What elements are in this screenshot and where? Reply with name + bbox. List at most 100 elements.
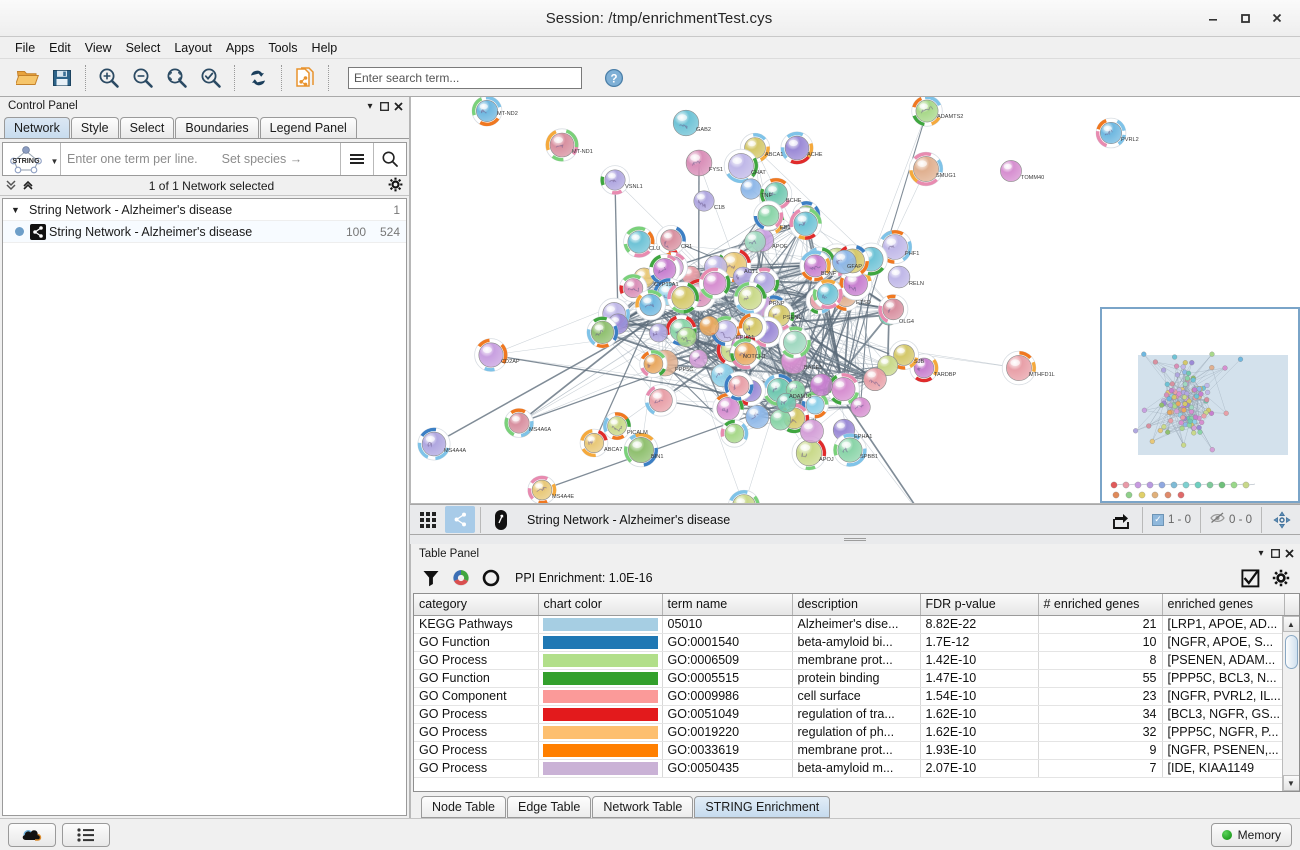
network-node[interactable] (740, 178, 762, 200)
network-node[interactable] (729, 337, 762, 370)
network-node[interactable] (676, 327, 697, 348)
network-node[interactable] (769, 409, 792, 431)
filter-funnel-icon[interactable] (417, 565, 444, 591)
string-options-menu-icon[interactable] (340, 143, 373, 175)
network-node[interactable] (504, 408, 534, 438)
collapse-all-icon[interactable] (4, 177, 18, 194)
network-node[interactable] (720, 419, 749, 448)
panel-resize-handle[interactable] (410, 535, 1300, 544)
network-node[interactable] (619, 273, 648, 303)
network-node[interactable] (685, 149, 713, 177)
network-node[interactable] (780, 131, 814, 165)
network-node[interactable] (723, 148, 759, 184)
network-node[interactable] (878, 294, 909, 325)
zoom-out-icon[interactable] (127, 63, 159, 93)
menu-tools[interactable]: Tools (268, 40, 298, 55)
string-search-icon[interactable] (373, 143, 406, 175)
zoom-fit-network-icon[interactable] (161, 63, 193, 93)
network-node[interactable] (688, 349, 708, 369)
network-node[interactable] (471, 97, 503, 127)
table-row[interactable]: KEGG Pathways 05010 Alzheimer's dise... 8.8… (414, 615, 1299, 634)
col-enriched-gene-count[interactable]: # enriched genes (1038, 594, 1163, 616)
network-node[interactable] (1001, 350, 1037, 386)
network-node[interactable] (672, 109, 700, 137)
table-row[interactable]: GO Process GO:0019220 regulation of ph... 1… (414, 723, 1299, 742)
table-row[interactable]: GO Process GO:0006509 membrane prot... 1.42… (414, 651, 1299, 670)
network-node[interactable] (635, 289, 666, 321)
menu-file[interactable]: File (15, 40, 36, 55)
network-node[interactable] (791, 435, 827, 471)
zoom-fit-selected-icon[interactable] (195, 63, 227, 93)
network-node[interactable] (744, 230, 766, 253)
menu-layout[interactable]: Layout (174, 40, 212, 55)
col-chart-color[interactable]: chart color (538, 594, 663, 616)
network-node[interactable] (639, 349, 668, 378)
memory-status-button[interactable]: Memory (1210, 822, 1292, 847)
chart-colors-icon[interactable] (447, 565, 474, 591)
network-node[interactable] (738, 312, 768, 342)
close-icon[interactable] (1262, 5, 1292, 31)
zoom-in-icon[interactable] (93, 63, 125, 93)
scroll-down-arrow-icon[interactable]: ▼ (1282, 775, 1299, 791)
network-node[interactable] (1000, 160, 1022, 182)
network-node[interactable] (887, 265, 911, 289)
network-node[interactable] (600, 165, 630, 195)
network-node[interactable] (545, 128, 579, 162)
network-node[interactable] (833, 433, 867, 467)
network-node[interactable] (832, 249, 857, 275)
export-view-icon[interactable] (1107, 506, 1137, 533)
network-node[interactable] (809, 373, 833, 397)
network-node[interactable] (789, 207, 823, 241)
help-icon[interactable]: ? (598, 63, 630, 93)
network-node[interactable] (698, 267, 731, 300)
network-node[interactable] (527, 475, 557, 504)
save-icon[interactable] (46, 63, 78, 93)
network-node[interactable] (728, 489, 760, 504)
table-row[interactable]: GO Process GO:0051049 regulation of tra...… (414, 705, 1299, 724)
col-enriched-genes[interactable]: enriched genes (1162, 594, 1285, 616)
search-input[interactable] (348, 66, 582, 89)
table-row[interactable]: GO Function GO:0001540 beta-amyloid bi... 1… (414, 633, 1299, 652)
tab-node-table[interactable]: Node Table (421, 796, 507, 818)
network-node[interactable] (417, 427, 451, 461)
network-canvas[interactable]: MT-ND2 MT-ND1 VSNL1 GAB2 FYS1 C1B CLU CR1 CYP19A… (410, 97, 1300, 504)
table-vertical-scrollbar[interactable]: ▲ ▼ (1282, 616, 1299, 791)
network-node[interactable] (753, 200, 784, 231)
tab-network-table[interactable]: Network Table (592, 796, 694, 818)
grid-layout-icon[interactable] (413, 506, 443, 533)
network-node[interactable] (863, 367, 887, 391)
tab-network[interactable]: Network (4, 117, 70, 138)
network-node[interactable] (745, 404, 770, 429)
network-share-icon[interactable] (445, 506, 475, 533)
scroll-thumb[interactable] (1284, 635, 1298, 669)
menu-view[interactable]: View (84, 40, 112, 55)
table-row[interactable]: GO Process GO:0050435 beta-amyloid m... 2.0… (414, 759, 1299, 778)
network-node[interactable] (778, 326, 811, 359)
network-node[interactable] (586, 316, 619, 349)
cloud-button[interactable] (8, 822, 56, 847)
donut-outline-icon[interactable] (477, 565, 504, 591)
network-node[interactable] (911, 97, 943, 127)
network-node[interactable] (602, 411, 632, 441)
network-node[interactable] (655, 224, 686, 255)
col-category[interactable]: category (414, 594, 539, 616)
refresh-icon[interactable] (242, 63, 274, 93)
selected-nodes-counter[interactable]: ✓ 1 - 0 (1147, 513, 1196, 526)
table-row[interactable]: GO Function GO:0005515 protein binding 1.47… (414, 669, 1299, 688)
network-node[interactable] (908, 151, 944, 187)
string-logo-icon[interactable]: STRING (3, 143, 49, 175)
select-all-checkbox-icon[interactable] (1237, 565, 1264, 591)
table-panel-float-icon[interactable] (1268, 547, 1282, 561)
tree-twisty-expanded-icon[interactable]: ▼ (11, 204, 20, 215)
network-node[interactable] (644, 384, 678, 417)
panel-float-icon[interactable] (377, 99, 391, 113)
network-node[interactable] (649, 323, 669, 343)
table-panel-close-icon[interactable] (1282, 547, 1296, 561)
network-node[interactable] (799, 250, 831, 282)
network-node[interactable] (1095, 117, 1127, 149)
tab-style[interactable]: Style (70, 117, 119, 138)
network-settings-gear-icon[interactable] (388, 177, 403, 195)
open-folder-icon[interactable] (12, 63, 44, 93)
network-node[interactable] (699, 315, 720, 337)
table-row[interactable]: GO Process GO:0033619 membrane prot... 1.93… (414, 741, 1299, 760)
